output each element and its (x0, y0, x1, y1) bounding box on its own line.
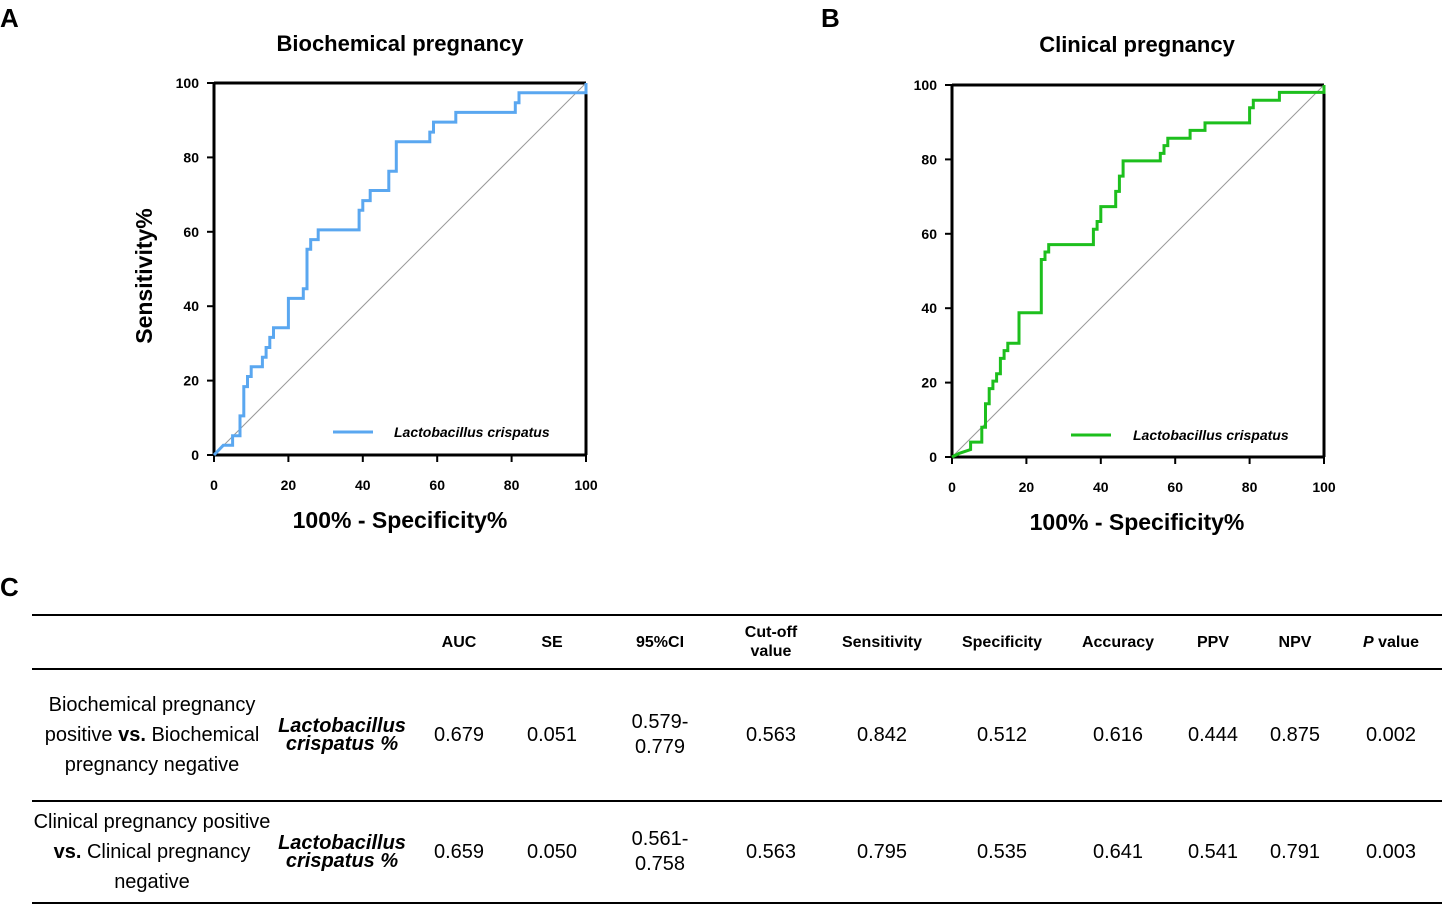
header-auc: AUC (441, 633, 477, 651)
roc-chart-clinical: B Clinical pregnancy Sensitivity% 100% -… (821, 3, 1336, 535)
chart-title-a: Biochemical pregnancy (277, 31, 525, 56)
header-se: SE (541, 633, 563, 651)
reference-line-b (951, 84, 1325, 458)
p-value-cell: 0.002 (1365, 723, 1417, 746)
table-row: Biochemical pregnancy positive vs. Bioch… (32, 669, 1442, 801)
y-axis-label-a: Sensitivity% (131, 208, 157, 344)
plot-area-b: 0 20 40 60 80 100 0 20 40 60 80 100 (914, 77, 1336, 495)
roc-summary-table: AUC SE 95%CI Cut-off value Sensitivity S… (32, 614, 1442, 904)
accuracy-cell: 0.616 (1092, 723, 1144, 746)
y-tick-label-a: 60 (183, 224, 199, 240)
x-tick-label-a: 80 (504, 477, 520, 493)
p-value-word: value (1378, 633, 1420, 651)
header-ci: 95%CI (635, 633, 685, 651)
x-tick-label-a: 20 (281, 477, 297, 493)
plot-area-a: 0 20 40 60 80 100 0 20 40 60 80 100 (176, 75, 598, 493)
roc-chart-biochemical: A Biochemical pregnancy Sensitivity% 100… (0, 3, 598, 533)
sensitivity-cell: 0.795 (856, 840, 908, 863)
ci-cell: 0.561- 0.758 (631, 828, 689, 875)
npv-cell: 0.875 (1269, 723, 1321, 746)
y-tick-label-b: 40 (921, 300, 937, 316)
table-header-row: AUC SE 95%CI Cut-off value Sensitivity S… (32, 615, 1442, 669)
roc-curve-a (212, 83, 588, 457)
x-tick-label-a: 100 (574, 477, 598, 493)
reference-line-a (213, 82, 587, 456)
y-tick-label-a: 0 (191, 447, 199, 463)
header-accuracy: Accuracy (1081, 633, 1155, 651)
x-tick-label-b: 40 (1093, 479, 1109, 495)
table-row: Clinical pregnancy positive vs. Clinical… (32, 801, 1442, 903)
roc-curve-b (951, 85, 1326, 459)
legend-label-b: Lactobacillus crispatus (1133, 427, 1289, 443)
y-tick-label-a: 80 (183, 149, 199, 165)
y-tick-label-b: 20 (921, 375, 937, 391)
header-specificity: Specificity (961, 633, 1043, 651)
ci-cell: 0.579- 0.779 (631, 711, 689, 758)
x-axis-label-a: 100% - Specificity% (293, 507, 508, 533)
specificity-cell: 0.535 (976, 840, 1028, 863)
npv-cell: 0.791 (1269, 840, 1321, 863)
x-axis-label-b: 100% - Specificity% (1030, 509, 1245, 535)
ppv-cell: 0.444 (1187, 723, 1239, 746)
y-tick-label-a: 100 (176, 75, 200, 91)
chart-title-b: Clinical pregnancy (1039, 32, 1235, 57)
p-italic: P (1362, 633, 1374, 651)
panel-letter-c: C (0, 572, 19, 602)
cutoff-cell: 0.563 (745, 840, 797, 863)
y-tick-label-a: 20 (183, 373, 199, 389)
specificity-cell: 0.512 (976, 723, 1028, 746)
panel-letter-b: B (821, 3, 840, 33)
header-sensitivity: Sensitivity (841, 633, 923, 651)
x-tick-label-b: 0 (948, 479, 956, 495)
header-cutoff: Cut-off value (744, 624, 798, 660)
legend-label-a: Lactobacillus crispatus (394, 424, 550, 440)
se-cell: 0.050 (526, 840, 578, 863)
accuracy-cell: 0.641 (1092, 840, 1144, 863)
x-tick-label-a: 0 (210, 477, 218, 493)
cutoff-cell: 0.563 (745, 723, 797, 746)
y-tick-label-b: 60 (921, 226, 937, 242)
p-value-cell: 0.003 (1365, 840, 1417, 863)
x-tick-label-b: 60 (1167, 479, 1183, 495)
header-empty (32, 615, 272, 669)
auc-cell: 0.659 (433, 840, 485, 863)
panel-letter-a: A (0, 3, 19, 33)
row-label: Clinical pregnancy positive vs. Clinical… (33, 811, 271, 893)
marker-cell: Lactobacillus crispatus % (278, 715, 406, 755)
header-npv: NPV (1278, 633, 1312, 651)
row-label: Biochemical pregnancy positive vs. Bioch… (44, 694, 260, 776)
header-ppv: PPV (1196, 633, 1229, 651)
x-tick-label-a: 60 (429, 477, 445, 493)
x-tick-label-b: 100 (1312, 479, 1336, 495)
y-tick-label-b: 100 (914, 77, 938, 93)
header-p-value: P value (1340, 615, 1442, 669)
y-tick-label-b: 80 (921, 151, 937, 167)
x-tick-label-a: 40 (355, 477, 371, 493)
sensitivity-cell: 0.842 (856, 723, 908, 746)
marker-cell: Lactobacillus crispatus % (278, 832, 406, 872)
y-tick-label-b: 0 (929, 449, 937, 465)
y-tick-label-a: 40 (183, 298, 199, 314)
auc-cell: 0.679 (433, 723, 485, 746)
x-tick-label-b: 20 (1019, 479, 1035, 495)
header-empty (272, 615, 412, 669)
x-tick-label-b: 80 (1242, 479, 1258, 495)
se-cell: 0.051 (526, 723, 578, 746)
ppv-cell: 0.541 (1187, 840, 1239, 863)
